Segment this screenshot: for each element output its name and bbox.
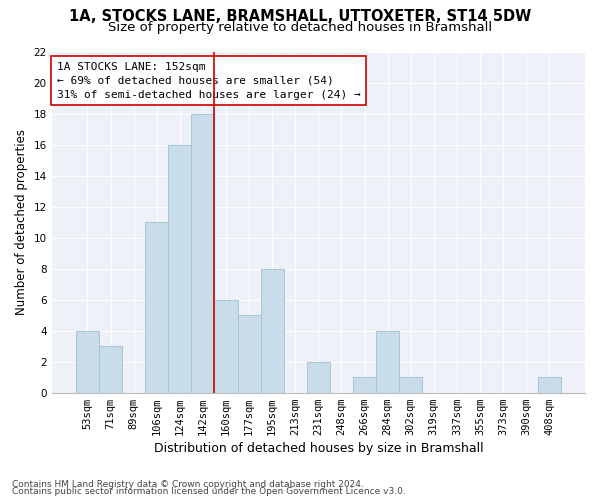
Bar [168,144,191,392]
Bar [145,222,168,392]
Text: Contains public sector information licensed under the Open Government Licence v3: Contains public sector information licen… [12,487,406,496]
Bar [376,330,399,392]
Text: Contains HM Land Registry data © Crown copyright and database right 2024.: Contains HM Land Registry data © Crown c… [12,480,364,489]
Bar [353,377,376,392]
Bar [214,300,238,392]
Bar [238,315,260,392]
Bar [399,377,422,392]
Bar [260,268,284,392]
Text: Size of property relative to detached houses in Bramshall: Size of property relative to detached ho… [108,21,492,34]
Bar [191,114,214,392]
Bar [99,346,122,393]
Y-axis label: Number of detached properties: Number of detached properties [15,129,28,315]
Bar [538,377,561,392]
X-axis label: Distribution of detached houses by size in Bramshall: Distribution of detached houses by size … [154,442,483,455]
Text: 1A, STOCKS LANE, BRAMSHALL, UTTOXETER, ST14 5DW: 1A, STOCKS LANE, BRAMSHALL, UTTOXETER, S… [69,9,531,24]
Bar [76,330,99,392]
Bar [307,362,330,392]
Text: 1A STOCKS LANE: 152sqm
← 69% of detached houses are smaller (54)
31% of semi-det: 1A STOCKS LANE: 152sqm ← 69% of detached… [57,62,361,100]
